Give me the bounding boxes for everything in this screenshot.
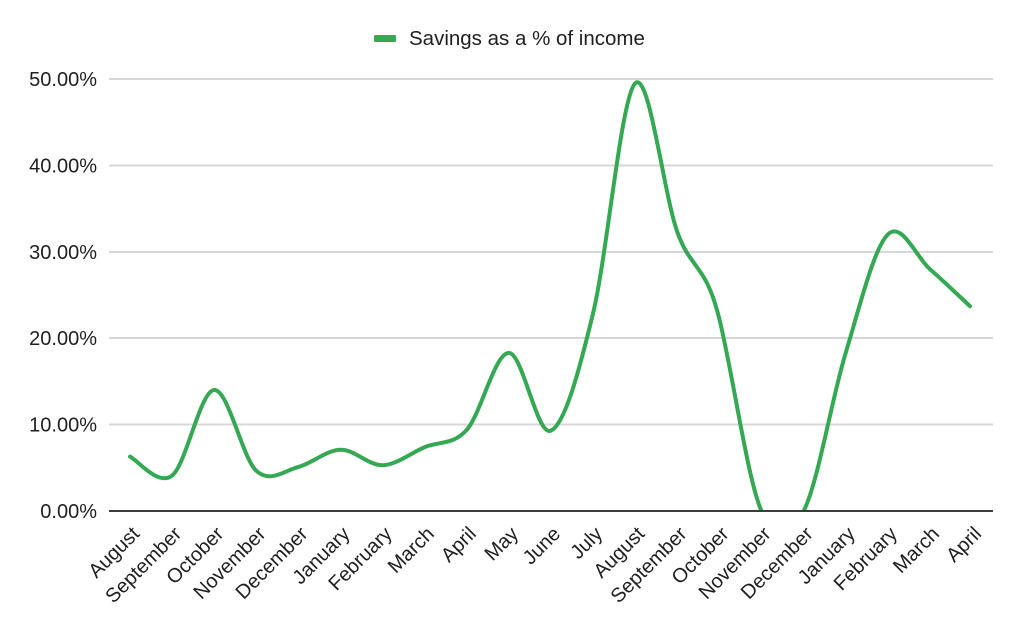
svg-text:0.00%: 0.00%: [40, 501, 97, 523]
svg-text:30.00%: 30.00%: [29, 242, 97, 264]
svg-text:40.00%: 40.00%: [29, 155, 97, 177]
svg-text:Savings as a % of income: Savings as a % of income: [409, 27, 645, 50]
svg-text:April: April: [437, 523, 481, 567]
svg-text:April: April: [942, 523, 986, 567]
svg-text:March: March: [384, 523, 439, 578]
svg-text:June: June: [519, 523, 565, 569]
svg-text:50.00%: 50.00%: [29, 69, 97, 91]
svg-text:20.00%: 20.00%: [29, 328, 97, 350]
svg-text:May: May: [481, 523, 523, 565]
svg-text:10.00%: 10.00%: [29, 415, 97, 437]
svg-text:March: March: [889, 523, 944, 578]
